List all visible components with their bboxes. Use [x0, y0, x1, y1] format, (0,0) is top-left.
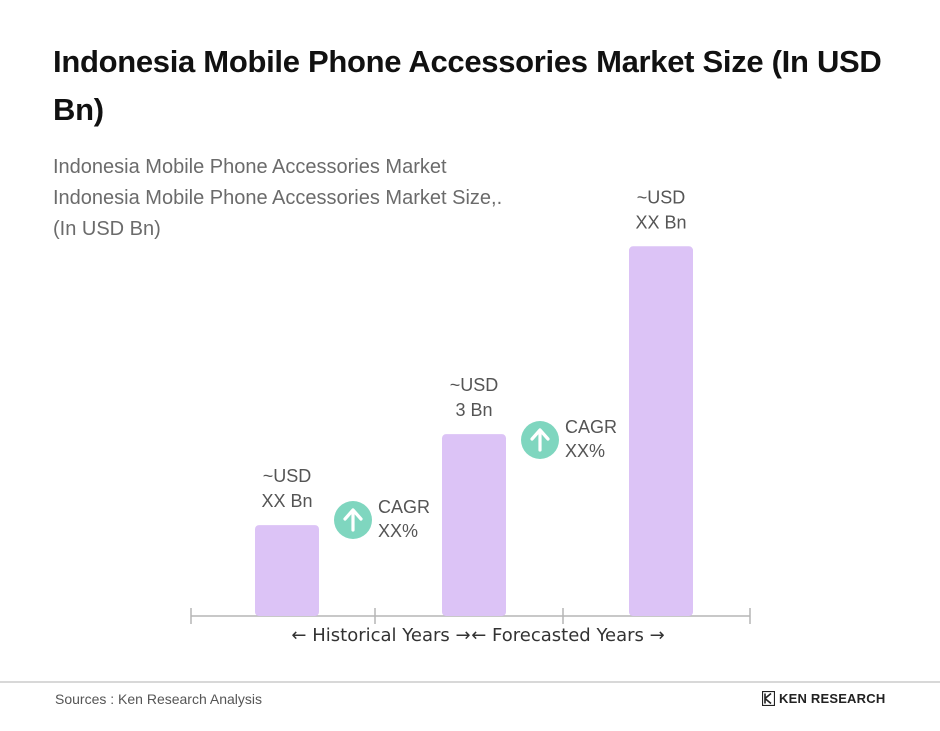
logo-text: KEN RESEARCH — [779, 691, 886, 706]
bar-2 — [442, 434, 506, 616]
cagr-1-label-line-1: CAGR — [378, 497, 430, 517]
ken-research-logo: KEN RESEARCH — [762, 691, 885, 706]
period-label-2: ← Forecasted Years → — [471, 625, 664, 646]
cagr-2-arrow-glyph — [530, 428, 550, 452]
page-title: Indonesia Mobile Phone Accessories Marke… — [53, 44, 882, 127]
subtitle-line-1: Indonesia Mobile Phone Accessories Marke… — [53, 156, 447, 178]
cagr-1-label-line-2: XX% — [378, 521, 418, 541]
bar-1-data-label-line-1: ~USD — [263, 466, 312, 486]
subtitle-line-3: (In USD Bn) — [53, 218, 161, 240]
bar-2-data-label-line-2: 3 Bn — [455, 400, 492, 420]
period-label-1: ← Historical Years → — [291, 625, 470, 646]
bar-3-data-label-line-2: XX Bn — [635, 212, 686, 232]
bar-1-data-label-line-2: XX Bn — [261, 491, 312, 511]
sources-note: Sources : Ken Research Analysis — [55, 691, 262, 707]
cagr-2-label-line-2: XX% — [565, 441, 605, 461]
cagr-2-label-line-1: CAGR — [565, 417, 617, 437]
cagr-1-arrow-glyph — [343, 508, 363, 532]
bar-2-data-label-line-1: ~USD — [450, 375, 499, 395]
footer-divider — [0, 681, 940, 683]
subtitle-line-2: Indonesia Mobile Phone Accessories Marke… — [53, 187, 503, 209]
bar-3-data-label-line-1: ~USD — [637, 187, 686, 207]
logo-mark-icon — [762, 691, 775, 706]
chart-subtitle: Indonesia Mobile Phone Accessories Marke… — [53, 152, 573, 245]
bar-1 — [255, 525, 319, 616]
bar-3 — [629, 246, 693, 616]
